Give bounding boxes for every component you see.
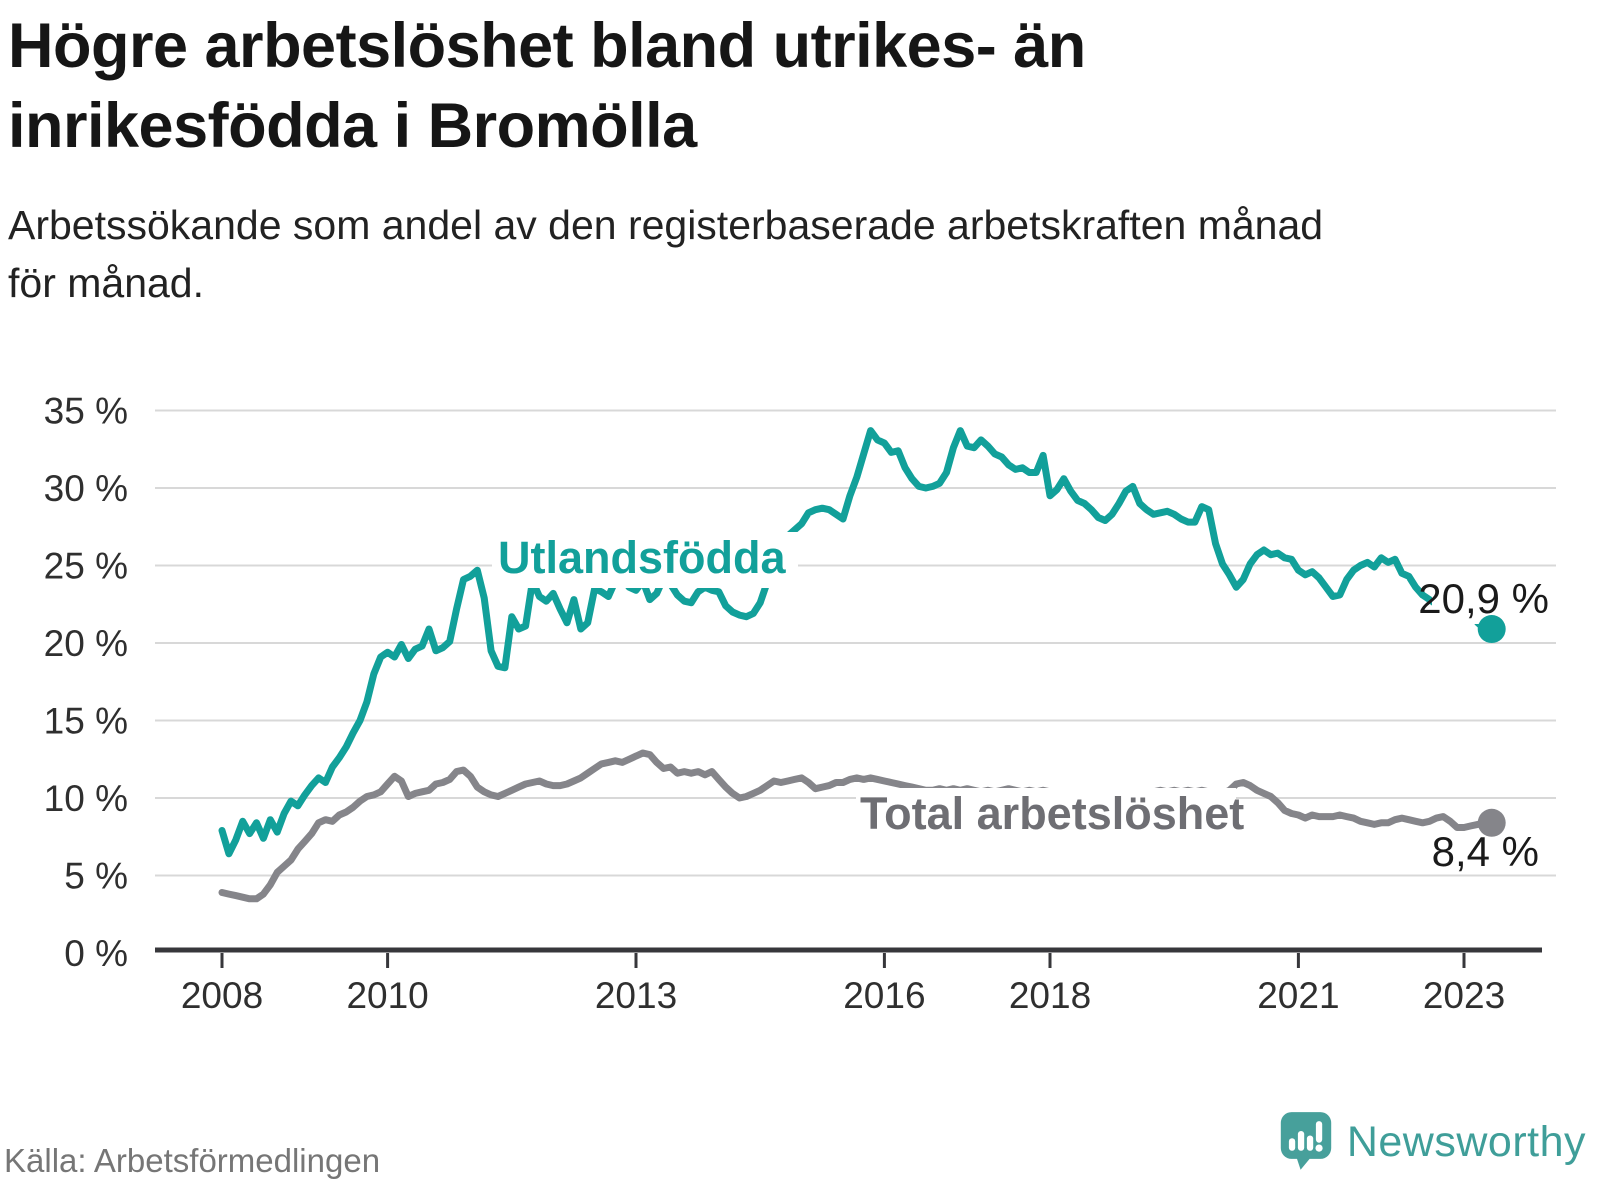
x-axis-label-2010: 2010 [346, 975, 428, 1016]
y-axis-label-10: 10 % [44, 778, 128, 819]
y-axis-label-5: 5 % [64, 856, 128, 897]
bar-chart-speech-bubble-icon [1279, 1110, 1333, 1175]
source-note: Källa: Arbetsförmedlingen [4, 1142, 381, 1179]
total-arbetsloshet-line [218, 749, 1489, 903]
y-axis-label-25: 25 % [44, 546, 128, 587]
x-axis-label-2013: 2013 [595, 975, 677, 1016]
utlandsfodda-label-plate [492, 532, 798, 588]
total-arbetsloshet-series-label: Total arbetslöshet [860, 788, 1244, 839]
y-axis-label-30: 30 % [44, 468, 128, 509]
total-label-plate [856, 788, 1236, 834]
utlandsfodda-line [218, 427, 1489, 858]
chart-subtitle: Arbetssökande som andel av den registerb… [8, 196, 1588, 312]
x-axis-label-2021: 2021 [1257, 975, 1339, 1016]
x-axis-label-2018: 2018 [1009, 975, 1091, 1016]
total-end-value-label: 8,4 % [1432, 828, 1539, 875]
page-title: Högre arbetslöshet bland utrikes- än inr… [8, 6, 1588, 166]
utlandsfodda-end-dot [1477, 615, 1506, 644]
x-axis-label-2023: 2023 [1423, 975, 1505, 1016]
subtitle-line-2: för månad. [8, 260, 204, 306]
y-axis-label-15: 15 % [44, 701, 128, 742]
utlandsfodda-series-label: Utlandsfödda [498, 532, 786, 583]
y-axis-label-0: 0 % [64, 933, 128, 974]
x-axis-label-2016: 2016 [843, 975, 925, 1016]
header: Högre arbetslöshet bland utrikes- än inr… [8, 6, 1588, 312]
title-line-2: inrikesfödda i Bromölla [8, 91, 697, 161]
subtitle-line-1: Arbetssökande som andel av den registerb… [8, 202, 1324, 248]
total-end-dot [1477, 808, 1506, 837]
title-line-1: Högre arbetslöshet bland utrikes- än [8, 11, 1086, 81]
brand-logo: Newsworthy [1279, 1110, 1586, 1175]
utlandsfodda-end-value-label: 20,9 % [1418, 575, 1549, 622]
x-axis-label-2008: 2008 [181, 975, 263, 1016]
brand-name: Newsworthy [1346, 1118, 1586, 1166]
y-axis-label-35: 35 % [44, 391, 128, 432]
y-axis-label-20: 20 % [44, 623, 128, 664]
